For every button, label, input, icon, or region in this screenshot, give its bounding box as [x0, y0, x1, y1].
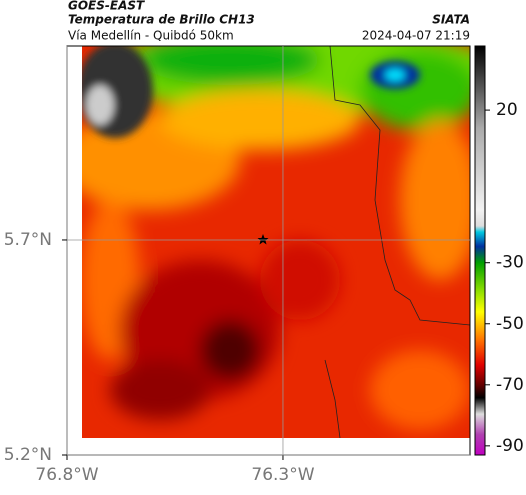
colorbar-tick-label: -50 — [496, 314, 524, 334]
y-tick-label: 5.7°N — [4, 230, 52, 250]
colorbar-tick-label: 20 — [496, 100, 518, 120]
subtitle: Temperatura de Brillo CH13 — [68, 13, 255, 27]
colorbar-tick-label: -30 — [496, 253, 524, 273]
colorbar-tick-label: -90 — [496, 436, 524, 456]
temperature-field — [82, 46, 470, 438]
title: GOES-EAST — [68, 0, 145, 13]
colorbar — [474, 45, 486, 456]
x-tick-label: 76.3°W — [251, 465, 314, 485]
location: Vía Medellín - Quibdó 50km — [68, 29, 234, 43]
timestamp: 2024-04-07 21:19 — [362, 29, 470, 43]
y-tick-label: 5.2°N — [4, 445, 52, 465]
source: SIATA — [432, 13, 470, 27]
station-marker — [257, 234, 269, 245]
x-tick-label: 76.8°W — [35, 465, 98, 485]
colorbar-tick-label: -70 — [496, 375, 524, 395]
